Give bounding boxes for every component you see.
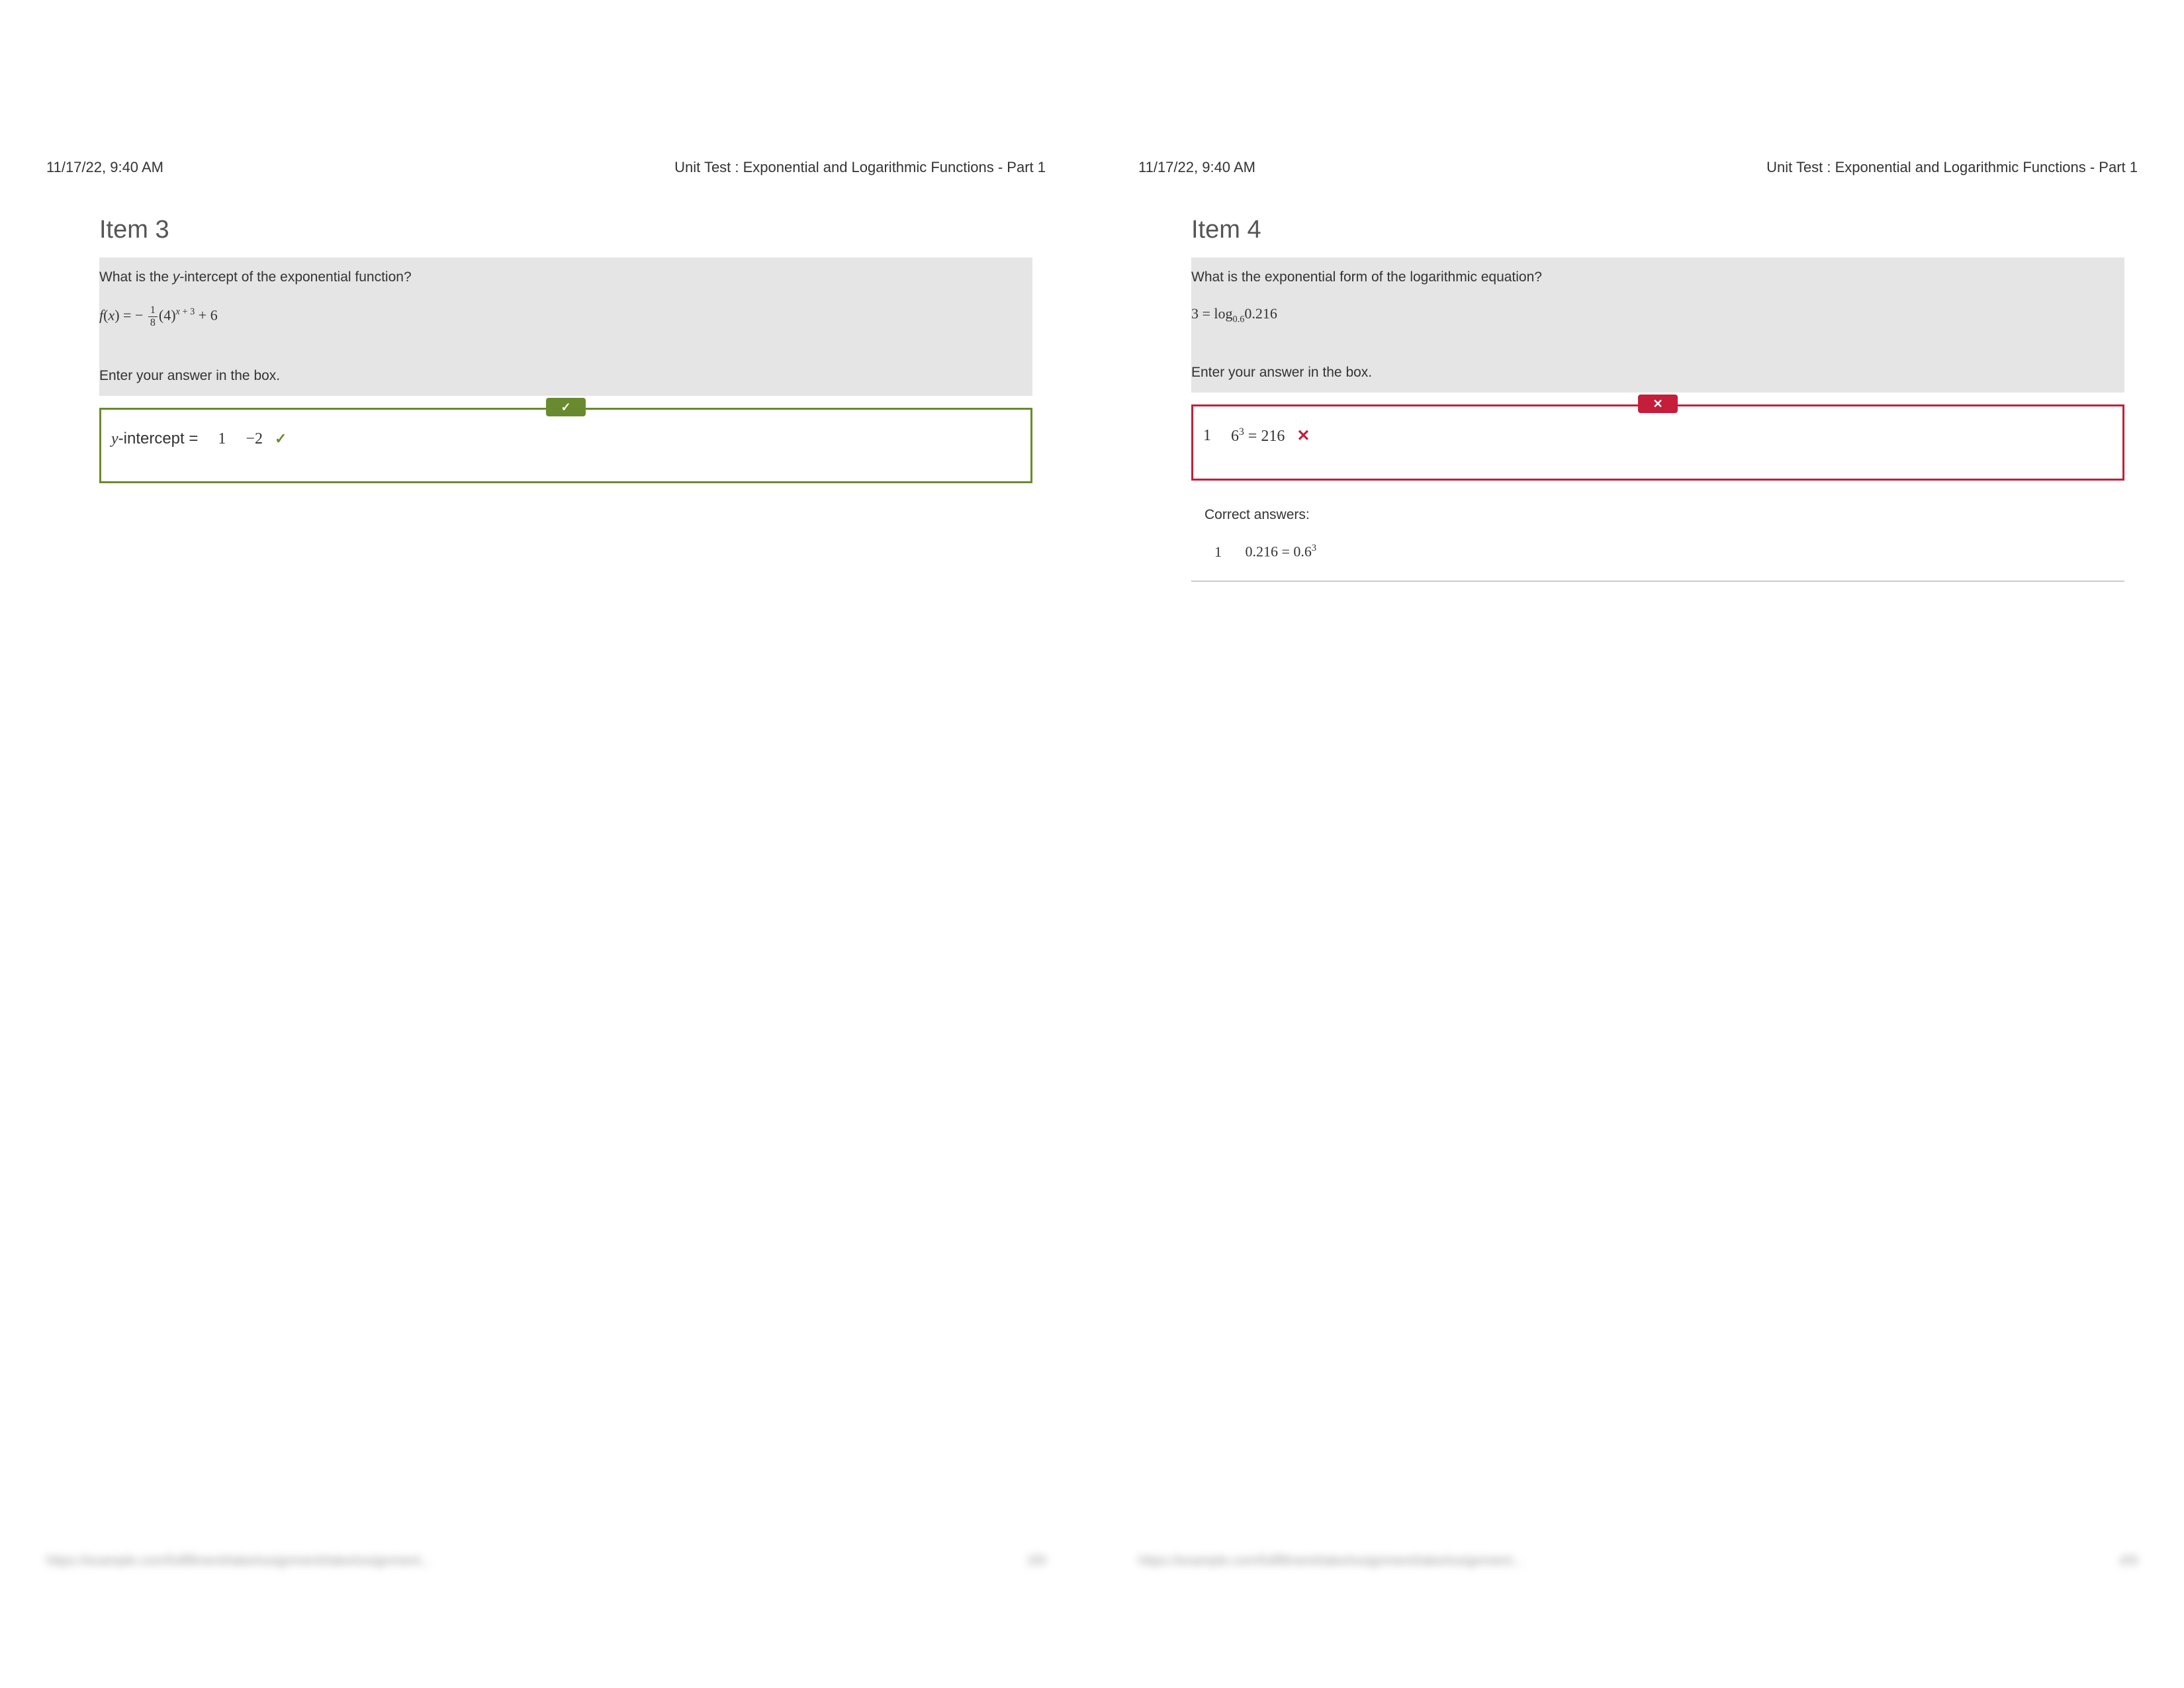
correct-answers-label: Correct answers: (1205, 507, 2111, 523)
footer-page-num: 3/9 (1027, 1554, 1046, 1569)
page-header: 11/17/22, 9:40 AM Unit Test : Exponentia… (46, 159, 1046, 176)
correct-answer-item: 1 0.216 = 0.63 (1205, 543, 2111, 560)
doc-title: Unit Test : Exponential and Logarithmic … (1766, 159, 2138, 176)
page-left: 11/17/22, 9:40 AM Unit Test : Exponentia… (0, 0, 1092, 1688)
question-equation: f(x) = − 18(4)x + 3 + 6 (99, 285, 1032, 368)
instruction: Enter your answer in the box. (1191, 365, 2124, 381)
item-title: Item 3 (99, 216, 1046, 244)
answer-content: 1 63 = 216 ✕ (1203, 426, 2113, 445)
answer-content: y-intercept = 1 −2 ✓ (111, 430, 1021, 448)
fraction: 18 (148, 305, 158, 328)
question-prompt: What is the exponential form of the loga… (1191, 269, 2124, 285)
correct-answers-section: Correct answers: 1 0.216 = 0.63 (1191, 481, 2124, 581)
footer-url: https://example.com/fulfillment/takeAssi… (46, 1554, 431, 1569)
x-icon: ✕ (1297, 426, 1310, 445)
answer-box-incorrect: ✕ 1 63 = 216 ✕ (1191, 404, 2124, 481)
footer-url: https://example.com/fulfillment/takeAssi… (1138, 1554, 1523, 1569)
doc-title: Unit Test : Exponential and Logarithmic … (674, 159, 1046, 176)
question-box: What is the exponential form of the loga… (1191, 258, 2124, 393)
correct-badge: ✓ (546, 398, 586, 416)
timestamp: 11/17/22, 9:40 AM (1138, 159, 1255, 176)
check-icon: ✓ (561, 400, 570, 414)
page-footer: https://example.com/fulfillment/takeAssi… (1138, 1554, 2138, 1569)
instruction: Enter your answer in the box. (99, 368, 1032, 384)
question-prompt: What is the y-intercept of the exponenti… (99, 269, 1032, 285)
question-box: What is the y-intercept of the exponenti… (99, 258, 1032, 396)
incorrect-badge: ✕ (1638, 395, 1678, 413)
page-footer: https://example.com/fulfillment/takeAssi… (46, 1554, 1046, 1569)
item-title: Item 4 (1191, 216, 2138, 244)
question-equation: 3 = log0.60.216 (1191, 285, 2124, 365)
x-icon: ✕ (1653, 397, 1662, 411)
footer-page-num: 4/9 (2119, 1554, 2138, 1569)
timestamp: 11/17/22, 9:40 AM (46, 159, 163, 176)
answer-box-correct: ✓ y-intercept = 1 −2 ✓ (99, 408, 1032, 483)
check-icon: ✓ (275, 430, 287, 447)
page-right: 11/17/22, 9:40 AM Unit Test : Exponentia… (1092, 0, 2184, 1688)
page-header: 11/17/22, 9:40 AM Unit Test : Exponentia… (1138, 159, 2138, 176)
